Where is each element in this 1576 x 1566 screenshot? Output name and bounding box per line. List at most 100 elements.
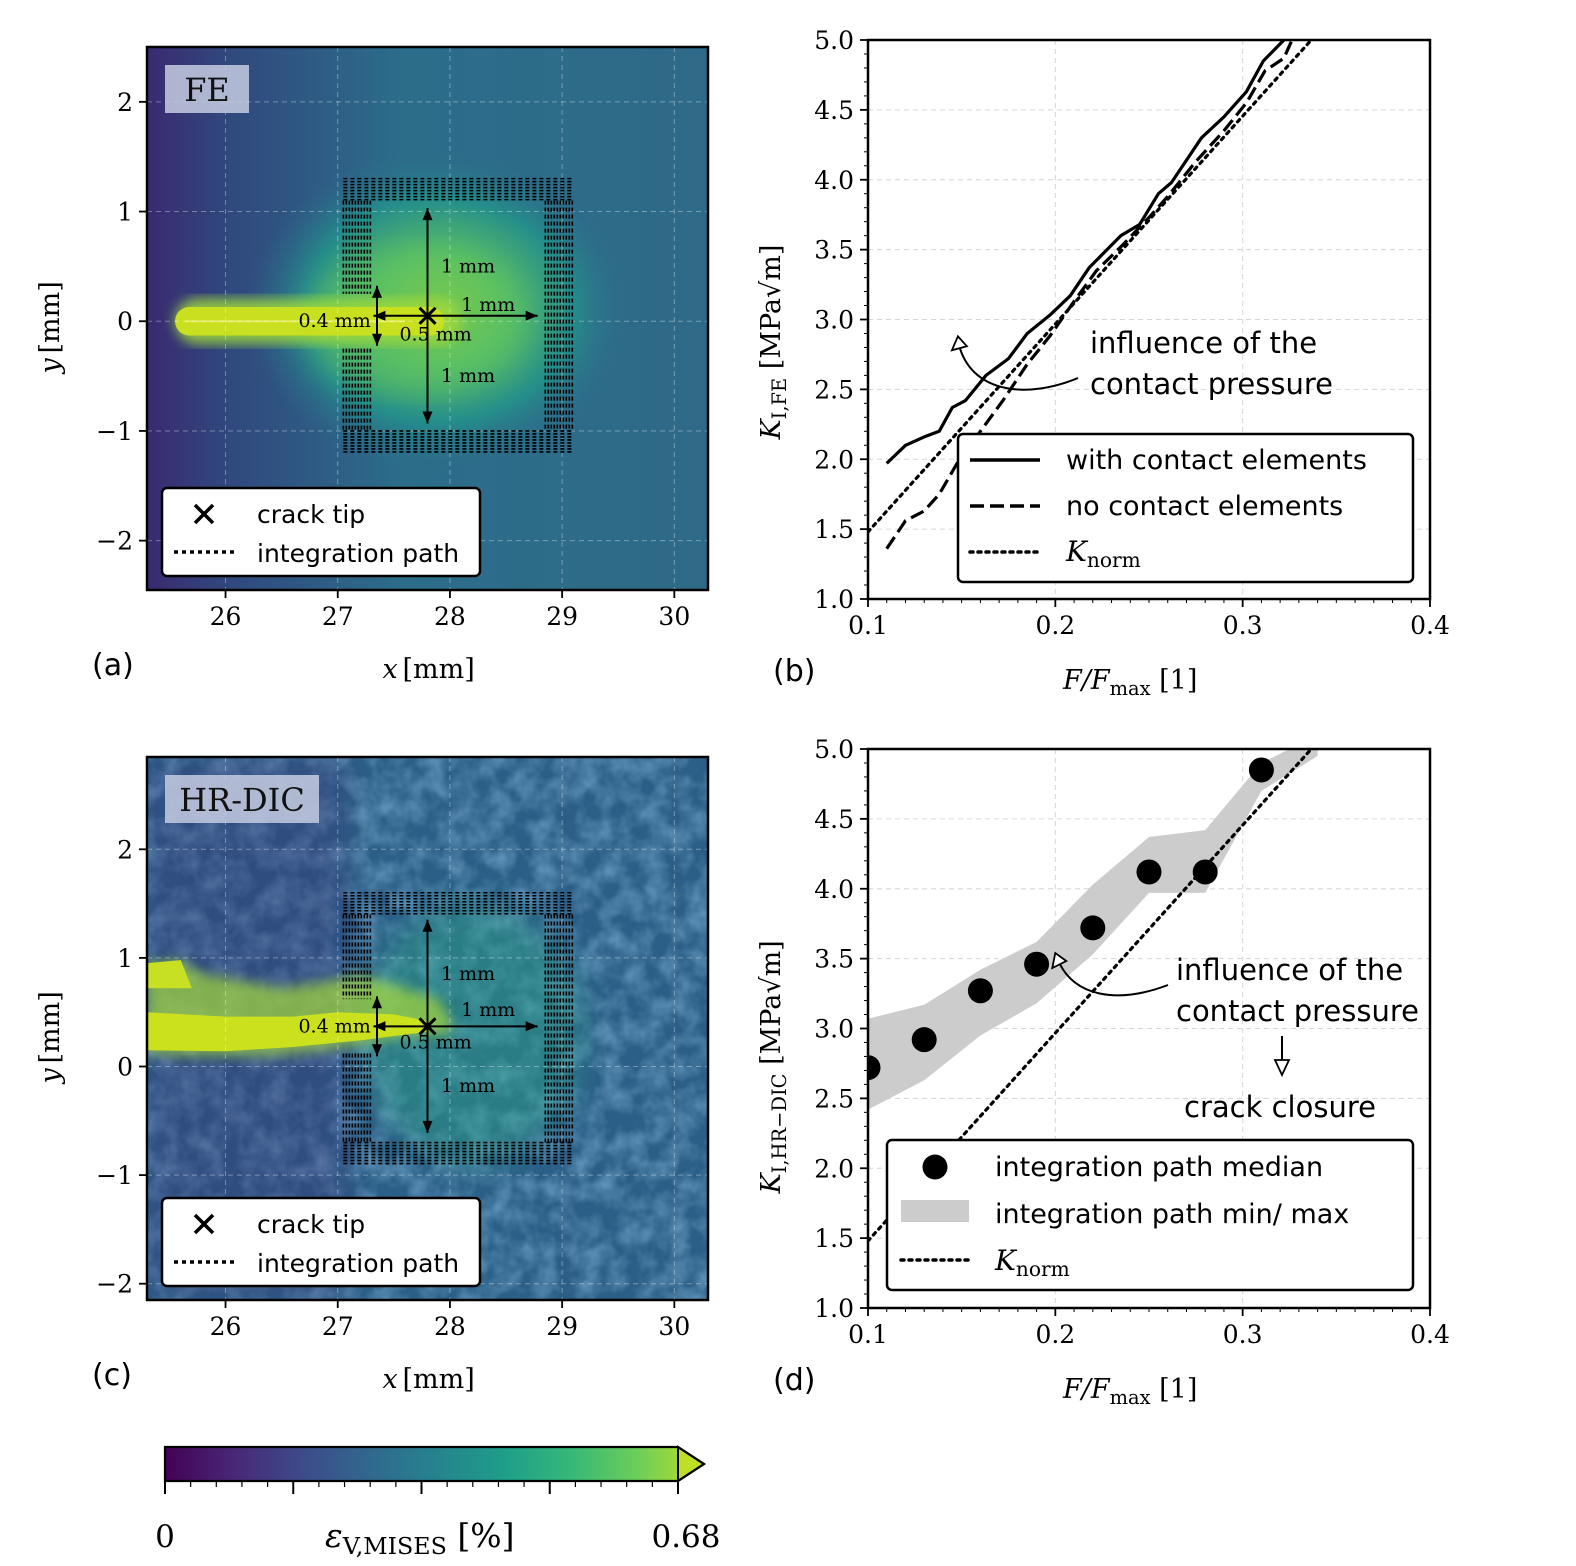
minor-ticks-d xyxy=(864,748,1431,1312)
legend-label-integration-path: integration path xyxy=(257,1249,459,1278)
y-tick-label-3: 2.5 xyxy=(814,1084,854,1113)
arrow-04-down-head xyxy=(372,333,382,346)
legend-box xyxy=(160,486,482,578)
panel-badge-a: FE xyxy=(165,65,249,113)
y-tick-label-1: 1.5 xyxy=(814,1224,854,1253)
annotation-arrow xyxy=(1058,962,1169,997)
dimension-label-4: 1 mm xyxy=(441,1075,495,1097)
axes-frame xyxy=(145,45,710,592)
data-point-5 xyxy=(1136,859,1162,885)
y-tick-label-8: 5.0 xyxy=(814,735,854,764)
arrow-right-head xyxy=(525,310,538,321)
y-tick-label-5: 3.5 xyxy=(814,236,854,265)
panel-label-b: (b) xyxy=(773,654,815,689)
arrow-04-up-head xyxy=(372,996,382,1009)
y-axis-var: y xyxy=(35,358,66,375)
axes-frame-d: 0.1 0.2 0.3 0.4 1.0 1.5 2.0 2.5 3.0 3.5 4.0 4.5 5.0 xyxy=(814,735,1450,1349)
legend-box xyxy=(956,432,1415,584)
x-tick-label-1: 0.2 xyxy=(1035,1320,1075,1349)
x-axis-label-d: F/Fmax [1] xyxy=(1062,1374,1197,1409)
y-tick-label-1: −1 xyxy=(96,1161,133,1190)
x-tick-label-4: 30 xyxy=(658,602,690,631)
colorbar-label: εV,MISES [%] xyxy=(325,1516,514,1560)
dimension-arrows-a: 1 mm 1 mm 0.4 mm 0.5 mm 1 mm xyxy=(298,208,538,424)
y-axis-var: y xyxy=(35,1068,66,1085)
x-tick-label-0: 0.1 xyxy=(848,611,888,640)
dimension-label-3: 0.5 mm xyxy=(399,1032,471,1054)
dimension-label-2: 0.4 mm xyxy=(298,1015,370,1037)
colorbar-min-label: 0 xyxy=(155,1519,175,1555)
panel-label-d: (d) xyxy=(773,1363,815,1398)
annotation-line-1: influence of the xyxy=(1090,326,1317,360)
dimension-arrows-c: 1 mm 1 mm 0.4 mm 0.5 mm 1 mm xyxy=(298,919,538,1133)
data-point-3 xyxy=(1024,951,1050,977)
crack-wake xyxy=(147,1012,428,1052)
badge-text: HR-DIC xyxy=(179,781,305,819)
dimension-label-1: 1 mm xyxy=(461,999,515,1021)
crack-tip-marker xyxy=(418,306,437,325)
arrow-up-head xyxy=(422,919,433,932)
arrow-down-head xyxy=(422,411,433,424)
y-tick-label-6: 4.0 xyxy=(814,166,854,195)
y-axis-label-a: y [mm] xyxy=(35,281,66,374)
legend-label-0: integration path median xyxy=(995,1152,1323,1183)
colorbar-max-label: 0.68 xyxy=(651,1519,720,1555)
integration-path-a xyxy=(342,177,574,453)
annotation-crack-closure: crack closure xyxy=(1184,1090,1376,1124)
strain-glow xyxy=(362,903,583,1164)
arrow-left-head xyxy=(373,1021,386,1032)
legend-crack-tip-icon xyxy=(193,1213,215,1235)
annotation-arrow-head xyxy=(950,334,969,352)
y-tick-label-3: 1 xyxy=(117,198,133,227)
x-axis-label-a: x xyxy=(383,654,398,685)
y-tick-label-0: −2 xyxy=(96,527,133,556)
x-tick-label-3: 29 xyxy=(546,602,578,631)
badge-text: FE xyxy=(184,71,230,109)
arrow-left-head xyxy=(373,310,386,321)
dimension-label-0: 1 mm xyxy=(441,255,495,277)
x-axis-unit-c: [mm] xyxy=(403,1364,475,1395)
colorbar-gradient xyxy=(165,1447,704,1481)
annotation-arrow-head xyxy=(1051,951,1069,970)
axes-frame xyxy=(145,755,710,1302)
data-point-0 xyxy=(868,1055,881,1081)
arrow-04-down-head xyxy=(372,1044,382,1057)
x-axis-label-c: x xyxy=(383,1364,398,1395)
panel-label-a: (a) xyxy=(92,648,134,683)
data-point-1 xyxy=(911,1027,937,1053)
colorbar: 0 0.68 εV,MISES [%] xyxy=(155,1445,721,1560)
y-tick-label-2: 0 xyxy=(117,307,133,336)
series-line-2 xyxy=(868,40,1314,534)
data-point-6 xyxy=(1192,859,1218,885)
series-line-0 xyxy=(885,40,1286,465)
x-tick-label-4: 30 xyxy=(658,1312,690,1341)
x-tick-label-2: 0.3 xyxy=(1223,1320,1263,1349)
legend-label-integration-path: integration path xyxy=(257,539,459,568)
y-tick-label-0: 1.0 xyxy=(814,1294,854,1323)
panel-badge-c: HR-DIC xyxy=(165,775,319,823)
y-tick-label-4: 2 xyxy=(117,835,133,864)
colorbar-extend xyxy=(677,1445,706,1483)
arrow-down-head xyxy=(422,1120,433,1133)
y-tick-label-3: 2.5 xyxy=(814,375,854,404)
x-axis-unit-a: [mm] xyxy=(403,654,475,685)
legend-label-1: integration path min/ max xyxy=(995,1199,1349,1230)
y-tick-label-4: 2 xyxy=(117,88,133,117)
series-line-1 xyxy=(885,40,1294,550)
y-tick-label-5: 3.5 xyxy=(814,945,854,974)
dimension-label-4: 1 mm xyxy=(441,365,495,387)
y-axis-label-text: KI,FE [MPa√m] xyxy=(756,245,791,441)
y-axis-label-b: KI,FE [MPa√m] xyxy=(756,245,791,441)
y-tick-label-2: 0 xyxy=(117,1053,133,1082)
legend-b: with contact elements no contact elements… xyxy=(956,432,1415,584)
data-point-2 xyxy=(967,978,993,1004)
legend-label-crack-tip: crack tip xyxy=(257,500,365,529)
legend-c: crack tip integration path xyxy=(160,1196,482,1288)
y-axis-unit: [mm] xyxy=(35,281,66,353)
legend-d: integration path median integration path … xyxy=(885,1138,1415,1292)
axes-frame-c: 26 27 28 29 30 −2 −1 0 1 2 xyxy=(96,755,710,1341)
x-tick-label-1: 0.2 xyxy=(1035,611,1075,640)
y-tick-label-3: 1 xyxy=(117,944,133,973)
arrow-right-head xyxy=(525,1021,538,1032)
